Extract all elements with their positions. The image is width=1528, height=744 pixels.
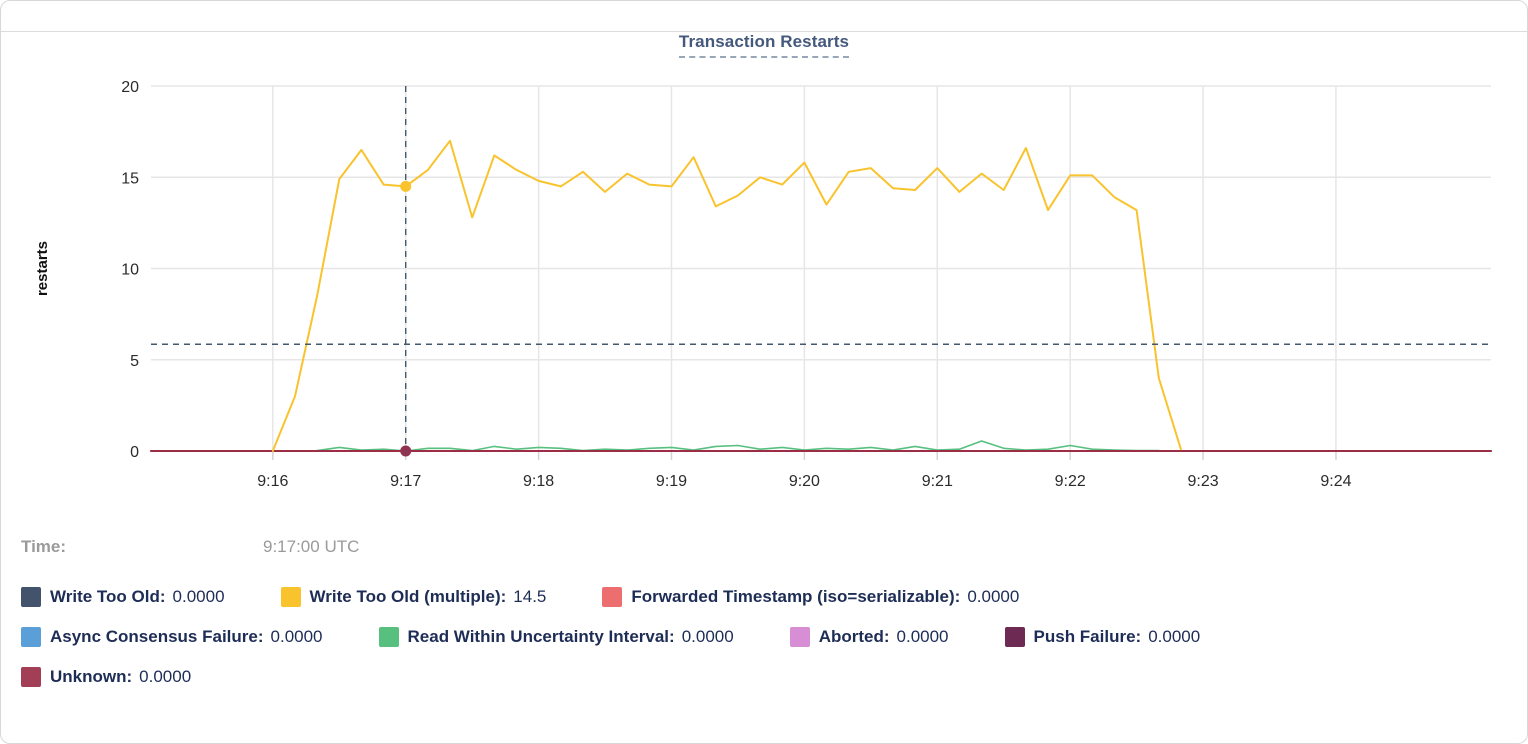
legend-swatch-write-too-old-multiple <box>280 587 301 607</box>
legend-item-write-too-old[interactable]: Write Too Old: 0.0000 <box>21 587 225 607</box>
legend-value: 0.0000 <box>270 627 323 646</box>
x-axis-tick-label: 9:21 <box>922 473 953 490</box>
legend-label: Read Within Uncertainty Interval: <box>407 627 675 646</box>
legend-value: 14.5 <box>513 587 547 606</box>
legend-item-aborted[interactable]: Aborted: 0.0000 <box>789 627 949 647</box>
legend-value: 0.0000 <box>172 587 225 606</box>
chart-title[interactable]: Transaction Restarts <box>678 32 850 58</box>
legend-item-async-consensus-failure[interactable]: Async Consensus Failure: 0.0000 <box>21 627 323 647</box>
y-axis-tick-label: 20 <box>121 79 139 96</box>
y-axis-tick-label: 15 <box>121 170 139 187</box>
hover-time-value: 9:17:00 UTC <box>263 537 360 556</box>
legend-row: Write Too Old: 0.0000 Write Too Old (multi… <box>21 587 1517 607</box>
x-axis-tick-label: 9:24 <box>1320 473 1351 490</box>
legend-swatch-forwarded-timestamp <box>602 587 623 607</box>
legend-row: Async Consensus Failure: 0.0000 Read Withi… <box>21 627 1517 647</box>
x-axis-tick-label: 9:17 <box>390 473 421 490</box>
y-axis-tick-label: 0 <box>130 444 139 461</box>
legend-label: Forwarded Timestamp (iso=serializable): <box>631 587 961 606</box>
legend-value: 0.0000 <box>1148 627 1201 646</box>
legend-item-unknown[interactable]: Unknown: 0.0000 <box>21 667 191 687</box>
legend-value: 0.0000 <box>896 627 949 646</box>
y-axis-tick-label: 5 <box>130 353 139 370</box>
legend-label: Write Too Old (multiple): <box>309 587 507 606</box>
hover-point-unknown <box>400 445 412 457</box>
hover-point-write-too-old-multiple <box>400 180 412 192</box>
series-line-write-too-old-multiple <box>271 139 1182 452</box>
hover-time-row: Time: 9:17:00 UTC <box>21 537 1507 561</box>
transaction-restarts-chart[interactable]: 0 5 10 15 20 9:16 9:17 9:18 9:19 9:20 9:21 9:22 9:23… <box>1 1 1527 513</box>
legend-item-read-within-uncertainty-interval[interactable]: Read Within Uncertainty Interval: 0.0000 <box>378 627 734 647</box>
legend-label: Write Too Old: <box>50 587 166 606</box>
chart-legend: Write Too Old: 0.0000 Write Too Old (multi… <box>21 587 1517 707</box>
legend-item-write-too-old-multiple[interactable]: Write Too Old (multiple): 14.5 <box>280 587 547 607</box>
x-axis-tick-label: 9:22 <box>1055 473 1086 490</box>
legend-swatch-async-consensus-failure <box>21 627 41 647</box>
legend-swatch-unknown <box>21 667 41 687</box>
legend-swatch-aborted <box>789 627 810 647</box>
legend-label: Unknown: <box>50 667 133 686</box>
card-top-divider <box>1 31 1527 32</box>
legend-swatch-read-within-uncertainty-interval <box>378 627 399 647</box>
hover-time-label: Time: <box>21 537 67 556</box>
legend-label: Async Consensus Failure: <box>50 627 264 646</box>
x-axis-tick-label: 9:20 <box>789 473 820 490</box>
legend-swatch-write-too-old <box>21 587 41 607</box>
legend-swatch-push-failure <box>1004 627 1025 647</box>
legend-item-forwarded-timestamp[interactable]: Forwarded Timestamp (iso=serializable): 0… <box>602 587 1019 607</box>
x-axis-tick-label: 9:18 <box>523 473 554 490</box>
series-line-read-within-uncertainty-interval <box>316 440 1160 452</box>
legend-label: Aborted: <box>818 627 890 646</box>
chart-header: Transaction Restarts <box>1 32 1527 58</box>
x-axis-tick-label: 9:23 <box>1187 473 1218 490</box>
y-axis-tick-label: 10 <box>121 262 139 279</box>
legend-value: 0.0000 <box>967 587 1020 606</box>
legend-label: Push Failure: <box>1033 627 1142 646</box>
legend-row: Unknown: 0.0000 <box>21 667 1517 687</box>
y-axis-title: restarts <box>34 241 51 296</box>
legend-value: 0.0000 <box>681 627 734 646</box>
legend-value: 0.0000 <box>139 667 192 686</box>
x-axis-tick-label: 9:19 <box>656 473 687 490</box>
x-axis-tick-label: 9:16 <box>257 473 288 490</box>
legend-item-push-failure[interactable]: Push Failure: 0.0000 <box>1004 627 1201 647</box>
